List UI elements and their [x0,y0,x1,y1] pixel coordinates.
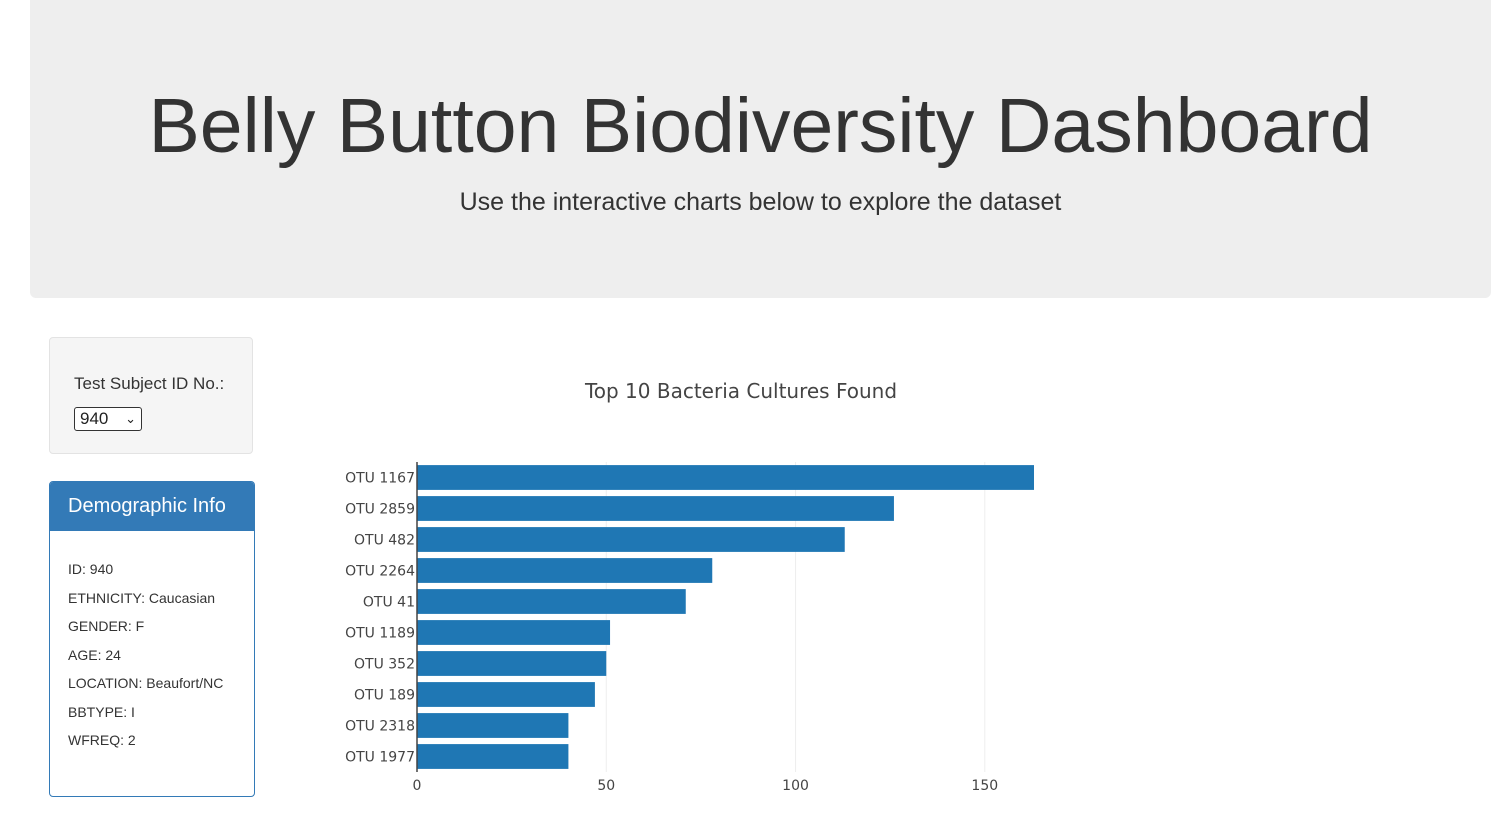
subject-id-selected-value: 940 [80,409,109,428]
y-tick-label: OTU 2859 [345,502,415,518]
bar-chart-container: Top 10 Bacteria Cultures Found 0 50 100 150 O… [300,360,1100,810]
subject-id-label: Test Subject ID No.: [74,374,225,393]
page-subtitle: Use the interactive charts below to expl… [459,188,1062,216]
y-tick-label: OTU 2264 [345,564,415,580]
bar[interactable] [417,527,845,552]
bar[interactable] [417,589,686,614]
demo-line-gender: GENDER: F [68,618,145,634]
y-tick-label: OTU 41 [363,595,415,611]
demographic-info-body: ID: 940 ETHNICITY: Caucasian GENDER: F A… [68,561,246,761]
demo-line-id: ID: 940 [68,561,114,577]
chart-title: Top 10 Bacteria Cultures Found [584,379,897,403]
y-tick-label: OTU 482 [354,533,415,549]
y-tick-label: OTU 2318 [345,719,415,735]
demographic-info-panel: Demographic Info ID: 940 ETHNICITY: Cauc… [49,481,255,797]
bar[interactable] [417,651,607,676]
y-tick-label: OTU 1167 [345,471,415,487]
x-tick-label: 100 [782,778,809,794]
subject-id-select[interactable]: 940 ⌄ [74,407,142,431]
x-tick-label: 0 [413,778,422,794]
demographic-info-heading: Demographic Info [50,482,254,531]
bar[interactable] [417,465,1034,490]
demo-line-age: AGE: 24 [68,646,121,663]
bar[interactable] [417,558,713,583]
y-tick-label: OTU 1189 [345,626,415,642]
y-tick-label: OTU 189 [354,688,415,704]
bar[interactable] [417,682,595,707]
demo-line-ethnicity: ETHNICITY: Caucasian [68,589,216,606]
chevron-down-icon: ⌄ [125,411,136,426]
bar[interactable] [417,713,569,738]
page-title: Belly Button Biodiversity Dashboard [148,83,1373,169]
demo-line-bbtype: BBTYPE: I [68,703,135,720]
bar[interactable] [417,620,611,645]
demo-line-location: LOCATION: Beaufort/NC [68,675,224,691]
bar[interactable] [417,744,569,769]
subject-selector-well: Test Subject ID No.: 940 ⌄ [49,337,253,454]
jumbotron-header: Belly Button Biodiversity Dashboard Use … [30,0,1491,298]
y-tick-label: OTU 1977 [345,750,415,766]
x-tick-label: 50 [597,778,615,794]
demo-line-wfreq: WFREQ: 2 [68,732,136,748]
bar[interactable] [417,496,894,521]
top10-bar-chart[interactable]: Top 10 Bacteria Cultures Found 0 50 100 150 O… [300,360,1100,810]
x-tick-label: 150 [971,778,998,794]
y-tick-label: OTU 352 [354,657,415,673]
